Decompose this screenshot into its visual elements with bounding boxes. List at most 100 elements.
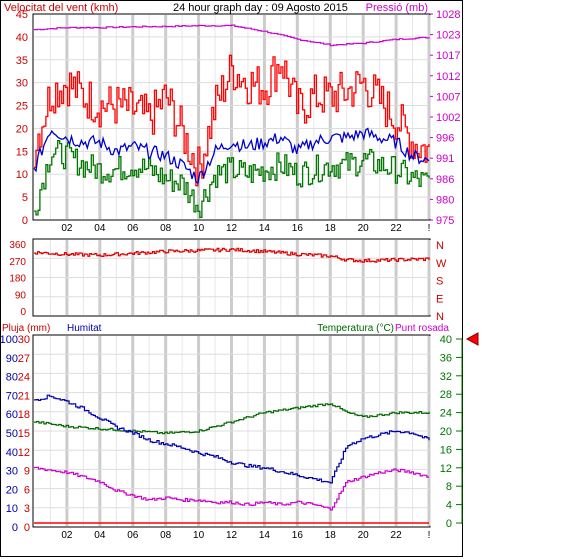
humidity-y-tick-label: 100 xyxy=(0,334,18,346)
rain-axis-label: Pluja (mm) xyxy=(2,323,50,334)
rain-y-tick-label: 3 xyxy=(24,503,30,515)
wind-y-tick-label: 5 xyxy=(22,192,28,204)
temperature-axis-label: Temperatura (°C) xyxy=(317,323,394,334)
x-tick-label: 08 xyxy=(160,223,172,234)
humidity-y-tick-label: 30 xyxy=(6,466,18,478)
x-tick-label: 08 xyxy=(160,530,172,541)
humidity-y-tick-label: 60 xyxy=(6,409,18,421)
rain-y-tick-label: 30 xyxy=(18,334,30,346)
current-temperature-marker xyxy=(465,332,479,346)
temperature-y-tick-label: 0 xyxy=(446,518,452,530)
compass-label: N xyxy=(436,240,444,252)
wind-direction-line xyxy=(34,247,430,263)
wind-y-tick-label: 25 xyxy=(16,101,28,113)
direction-y-tick-label: 270 xyxy=(9,257,26,268)
temperature-y-tick-label: 8 xyxy=(446,481,452,493)
temperature-y-tick-label: 36 xyxy=(440,352,452,364)
x-tick-label: 22 xyxy=(391,530,403,541)
humidity-y-tick-label: 90 xyxy=(6,353,18,365)
rain-y-tick-label: 0 xyxy=(24,522,30,534)
humidity-y-tick-label: 50 xyxy=(6,428,18,440)
wind-y-tick-label: 45 xyxy=(16,9,28,21)
humidity-y-tick-label: 10 xyxy=(6,503,18,515)
pressure-y-tick-label: 975 xyxy=(436,215,454,227)
x-tick-label: 12 xyxy=(226,223,238,234)
x-tick-label: 04 xyxy=(94,530,106,541)
x-tick-label: 18 xyxy=(325,223,337,234)
pressure-line xyxy=(34,24,430,47)
x-tick-label: 14 xyxy=(259,223,271,234)
x-tick-label: 10 xyxy=(193,223,205,234)
x-tick-label: 16 xyxy=(292,223,304,234)
x-tick-label: 04 xyxy=(94,223,106,234)
pressure-y-tick-label: 980 xyxy=(436,194,454,206)
humidity-line xyxy=(34,394,430,484)
humidity-y-tick-label: 70 xyxy=(6,390,18,402)
pressure-y-tick-label: 991 xyxy=(436,153,454,165)
compass-label: E xyxy=(436,293,443,305)
temperature-y-tick-label: 28 xyxy=(440,389,452,401)
rain-y-tick-label: 15 xyxy=(18,428,30,440)
x-tick-label: 02 xyxy=(61,223,73,234)
rain-y-tick-label: 24 xyxy=(18,372,30,384)
rain-y-tick-label: 27 xyxy=(18,353,30,365)
compass-label: W xyxy=(436,258,447,270)
rain-y-tick-label: 21 xyxy=(18,390,30,402)
temperature-y-tick-label: 32 xyxy=(440,371,452,383)
rain-y-tick-label: 9 xyxy=(24,466,30,478)
humidity-axis-label: Humitat xyxy=(67,323,102,334)
direction-y-tick-label: 0 xyxy=(20,307,26,318)
x-tick-label: 20 xyxy=(358,530,370,541)
pressure-y-tick-label: 1007 xyxy=(436,91,460,103)
humidity-y-tick-label: 80 xyxy=(6,372,18,384)
wind-y-tick-label: 40 xyxy=(16,32,28,44)
rain-y-tick-label: 18 xyxy=(18,409,30,421)
rain-y-tick-label: 12 xyxy=(18,447,30,459)
temperature-line xyxy=(34,403,430,435)
compass-label: S xyxy=(436,276,443,288)
pressure-y-tick-label: 1023 xyxy=(436,30,460,42)
direction-y-tick-label: 360 xyxy=(9,240,26,251)
x-tick-label: 12 xyxy=(226,530,238,541)
temperature-y-tick-label: 12 xyxy=(440,463,452,475)
wind-y-tick-label: 20 xyxy=(16,123,28,135)
pressure-y-tick-label: 1012 xyxy=(436,71,460,83)
wind-y-tick-label: 10 xyxy=(16,169,28,181)
temperature-y-tick-label: 16 xyxy=(440,444,452,456)
pressure-y-tick-label: 1002 xyxy=(436,112,460,124)
temperature-y-tick-label: 4 xyxy=(446,500,452,512)
pressure-y-tick-label: 1017 xyxy=(436,50,460,62)
compass-label: N xyxy=(436,311,444,323)
temperature-y-tick-label: 40 xyxy=(440,334,452,346)
pressure-y-tick-label: 986 xyxy=(436,174,454,186)
x-tick-label: ! xyxy=(428,530,431,541)
x-tick-label: 14 xyxy=(259,530,271,541)
x-tick-label: 20 xyxy=(358,223,370,234)
humidity-y-tick-label: 40 xyxy=(6,447,18,459)
temperature-y-tick-label: 24 xyxy=(440,408,452,420)
pressure-axis-label: Pressió (mb) xyxy=(366,2,428,14)
x-tick-label: 16 xyxy=(292,530,304,541)
wind-speed-axis-label: Velocitat del vent (kmh) xyxy=(4,2,118,14)
wind-average-line xyxy=(33,127,430,185)
x-tick-label: ! xyxy=(428,223,431,234)
direction-y-tick-label: 90 xyxy=(15,290,27,301)
temperature-y-tick-label: 20 xyxy=(440,426,452,438)
humidity-y-tick-label: 20 xyxy=(6,484,18,496)
x-tick-label: 10 xyxy=(193,530,205,541)
rain-y-tick-label: 6 xyxy=(24,484,30,496)
wind-y-tick-label: 15 xyxy=(16,146,28,158)
x-tick-label: 22 xyxy=(391,223,403,234)
dewpoint-line xyxy=(34,466,429,511)
humidity-y-tick-label: 0 xyxy=(12,522,18,534)
chart-title: 24 hour graph day : 09 Agosto 2015 xyxy=(173,2,348,14)
x-tick-label: 06 xyxy=(127,530,139,541)
outer-frame xyxy=(0,0,463,557)
tick-labels: 02 04 06 08 10 12 14 16 18 20 22 !02 04 06 08 10 12 14 16 1… xyxy=(0,9,462,541)
wind-low-line xyxy=(34,140,430,219)
wind-gust-line xyxy=(34,54,430,187)
pressure-y-tick-label: 996 xyxy=(436,133,454,145)
wind-y-tick-label: 0 xyxy=(22,215,28,227)
x-tick-label: 18 xyxy=(325,530,337,541)
